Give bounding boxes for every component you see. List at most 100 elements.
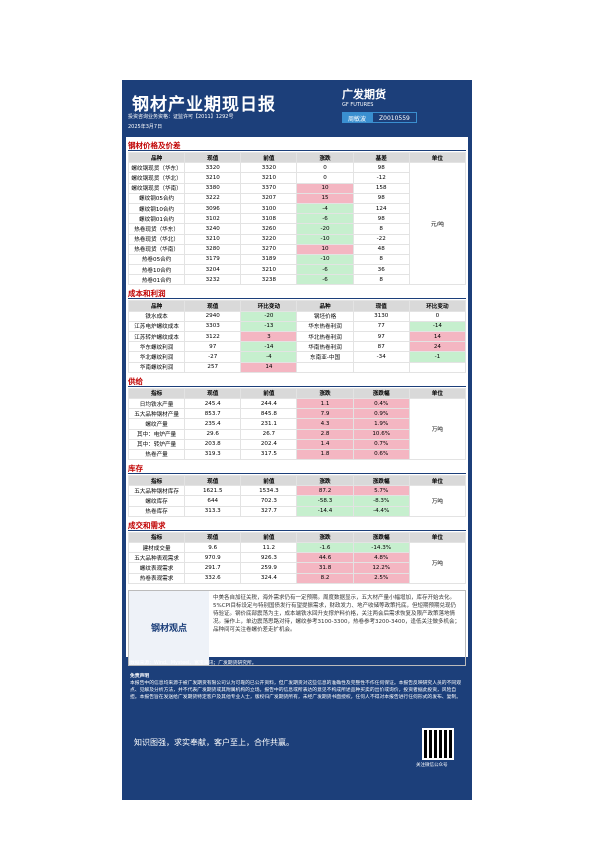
cell: -4	[296, 202, 354, 215]
cell: -4	[240, 351, 298, 363]
cell: 0.4%	[352, 397, 410, 410]
cell: 31.8	[296, 562, 354, 574]
column-header: 涨跌幅	[352, 475, 410, 487]
cell: 螺纹表观需求	[127, 562, 186, 574]
qr-caption: 关注微信公众号	[416, 763, 448, 768]
cell: 东南亚-中国	[296, 351, 354, 363]
cell: 8	[352, 253, 410, 266]
cell: 77	[352, 320, 410, 333]
cell: 3220	[240, 233, 298, 245]
cell: 845.8	[240, 408, 298, 420]
cell: -1.6	[296, 541, 354, 554]
data-table: 品种 现值 环比变动 品种 现值 环比变动 铁水成本 2940 -20 钢坯价格 3130 0 江苏电炉…	[127, 300, 467, 373]
cell: 926.3	[240, 552, 298, 564]
column-header: 涨跌	[296, 475, 354, 487]
tables: 钢材价格及价差 品种 现值 前值 涨跌 基差 单位 螺纹钢现货（华东） 3320 3320 0 98 元…	[126, 140, 468, 584]
cell: 热卷01合约	[127, 274, 186, 286]
cell: -14.4	[296, 505, 354, 517]
cell: 3189	[240, 253, 298, 266]
cell: 铁水成本	[127, 310, 186, 322]
cell: 五大品种钢材库存	[127, 485, 186, 497]
cell: 华东热卷利润	[296, 320, 354, 333]
view-box: 钢材观点 中美各自加征关税，海外需求仍有一定预期。周度数据显示，五大材产量小幅增加…	[128, 589, 466, 666]
cell: 98	[352, 192, 410, 204]
cell: 14	[408, 330, 467, 343]
header-row: 指标 现值 前值 涨跌 涨跌幅 单位	[127, 475, 467, 487]
column-header: 现值	[184, 300, 242, 312]
table-row: 其中：电炉产量 29.6 26.7 2.8 10.6%	[127, 428, 466, 440]
cell: 324.4	[240, 572, 298, 584]
column-header: 前值	[240, 475, 298, 487]
cell: 五大品种钢材产量	[127, 408, 186, 420]
cell: 327.7	[240, 505, 298, 517]
license: 投资咨询业务资格：证监许可【2011】1292号	[128, 114, 234, 120]
cell: 3280	[184, 243, 242, 255]
cell: -20	[240, 310, 298, 322]
cell: 其中：转炉产量	[127, 438, 186, 450]
analyst-id: Z0010559	[372, 112, 417, 123]
cell: 3210	[240, 172, 298, 184]
data-table: 指标 现值 前值 涨跌 涨跌幅 单位 五大品种钢材库存 1621.5 1534.3 87.2 5.7…	[127, 475, 467, 517]
table-row: 螺纹钢现货（华东） 3320 3320 0 98 元/吨	[127, 162, 467, 286]
empty-cell	[408, 361, 467, 373]
section-title: 库存	[128, 463, 466, 475]
cell: 3179	[184, 253, 242, 266]
cell: -8.3%	[352, 495, 410, 507]
header-row: 品种 现值 前值 涨跌 基差 单位	[127, 151, 467, 164]
cell: -10	[296, 233, 354, 245]
data-table: 品种 现值 前值 涨跌 基差 单位 螺纹钢现货（华东） 3320 3320 0 98 元/吨 螺纹钢现货…	[127, 151, 467, 286]
cell: 3102	[184, 213, 242, 225]
cell: 3270	[240, 243, 298, 255]
cell: 3210	[184, 172, 242, 184]
cell: 3207	[240, 192, 298, 204]
header: 钢材产业期现日报 投资咨询业务资格：证监许可【2011】1292号 2025年3…	[122, 80, 472, 135]
column-header: 现值	[184, 531, 242, 544]
cell: -20	[296, 223, 354, 235]
unit: 万吨	[408, 485, 467, 517]
analyst: 周敏波 Z0010559	[342, 112, 417, 123]
cell: -6	[296, 213, 354, 225]
cell: 3380	[184, 182, 242, 194]
cell: 24	[408, 341, 467, 353]
cell: 4.8%	[352, 552, 410, 564]
table-row: 建材成交量 9.6 11.2 -1.6 -14.3% 万吨	[127, 541, 467, 584]
analyst-name: 周敏波	[342, 112, 373, 123]
date: 2025年3月7日	[128, 124, 163, 130]
view-text: 中美各自加征关税，海外需求仍有一定预期。周度数据显示，五大材产量小幅增加，库存开…	[213, 594, 460, 633]
cell: 1.9%	[352, 418, 410, 430]
empty-cell	[296, 361, 354, 373]
cell: 87.2	[296, 485, 354, 497]
column-header: 单位	[408, 387, 467, 399]
cell: 2940	[184, 310, 242, 322]
cell: 202.4	[240, 438, 298, 450]
column-header: 指标	[127, 387, 186, 399]
cell: 970.9	[184, 552, 242, 564]
cell: 4.3	[296, 418, 354, 430]
cell: 48	[352, 243, 410, 255]
cell: 其中：电炉产量	[127, 428, 186, 440]
column-header: 涨跌	[296, 387, 354, 399]
data-table: 指标 现值 前值 涨跌 涨跌幅 单位 日均铁水产量 245.4 244.4 1.1 0.4% 万吨 五大…	[127, 387, 467, 461]
cell: 1621.5	[184, 485, 242, 497]
cell: 10	[296, 182, 354, 194]
logo: 广发期货 GF FUTURES	[342, 86, 402, 108]
cell: 203.8	[184, 438, 242, 450]
cell: 1.1	[296, 397, 354, 410]
cell: 1.8	[296, 448, 354, 461]
cell: 11.2	[240, 541, 298, 554]
section-title: 成本和利润	[128, 288, 466, 300]
table-row: 日均铁水产量 245.4 244.4 1.1 0.4% 万吨	[127, 397, 467, 461]
cell: -6	[296, 264, 354, 276]
cell: 8.2	[296, 572, 354, 584]
cell: 热卷表观需求	[127, 572, 186, 584]
unit: 元/吨	[408, 162, 467, 286]
table-row: 螺纹钢05合约 3222 3207 15 98	[127, 192, 466, 204]
column-header: 品种	[127, 151, 186, 164]
table-row: 江苏电炉螺纹成本 3303 -13 华东热卷利润 77 -14	[127, 320, 467, 333]
cell: 0	[296, 162, 354, 174]
cell: 3108	[240, 213, 298, 225]
cell: 螺纹库存	[127, 495, 186, 507]
table-row: 热卷01合约 3232 3238 -6 8	[127, 274, 466, 286]
table-row: 热卷表观需求 332.6 324.4 8.2 2.5%	[127, 572, 466, 584]
